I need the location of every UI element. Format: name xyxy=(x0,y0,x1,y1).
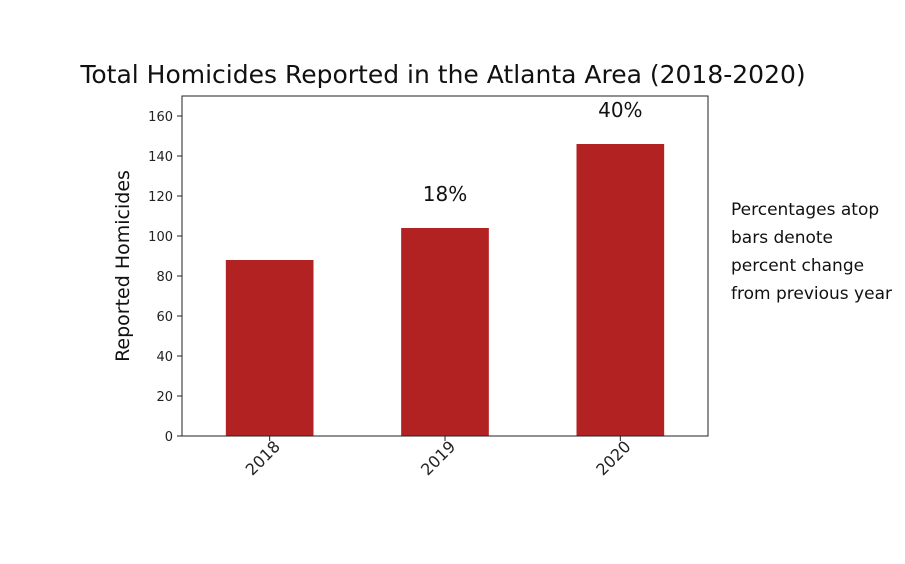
data-label-2020: 40% xyxy=(598,98,642,122)
bars-layer: 18% 40% xyxy=(225,98,665,436)
chart-title: Total Homicides Reported in the Atlanta … xyxy=(80,60,806,89)
bar-2020 xyxy=(576,144,665,436)
y-axis-label: Reported Homicides xyxy=(112,170,134,362)
y-tick-label-40: 40 xyxy=(156,350,173,365)
y-tick-label-60: 60 xyxy=(156,310,173,325)
y-tick-label-0: 0 xyxy=(165,430,173,445)
y-tick-label-120: 120 xyxy=(148,190,173,205)
x-tick-label-2020: 2020 xyxy=(592,437,634,479)
y-tick-label-20: 20 xyxy=(156,390,173,405)
y-tick-label-140: 140 xyxy=(148,150,173,165)
y-tick-label-160: 160 xyxy=(148,110,173,125)
plot-frame xyxy=(181,95,709,437)
x-tick-label-2018: 2018 xyxy=(242,437,284,479)
y-tick-label-80: 80 xyxy=(156,270,173,285)
y-tick-label-100: 100 xyxy=(148,230,173,245)
chart-annotation: Percentages atop bars denote percent cha… xyxy=(731,200,892,304)
x-tick-label-2019: 2019 xyxy=(417,437,459,479)
bar-2018 xyxy=(225,260,314,436)
bar-2019 xyxy=(401,228,489,436)
data-label-2019: 18% xyxy=(423,182,467,206)
